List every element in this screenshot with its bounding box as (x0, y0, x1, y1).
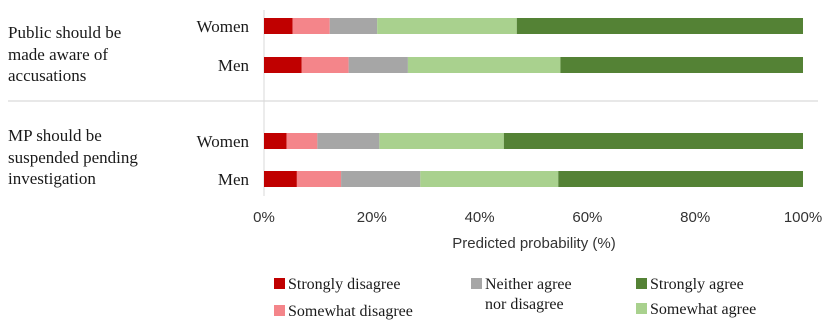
bar-segment (407, 57, 561, 73)
group-labels: Public should be made aware of accusations… (8, 23, 138, 188)
bar-segment (516, 18, 803, 34)
bar-segment (558, 171, 803, 187)
bar-segment (377, 18, 517, 34)
group-label-line: Public should be (8, 23, 121, 42)
x-tick-label: 20% (357, 209, 387, 226)
bar-segment (264, 57, 302, 73)
legend: Strongly disagree Somewhat disagree Neithe… (274, 276, 756, 320)
bar-segment (560, 57, 803, 73)
bar-segment (301, 57, 349, 73)
bar-segment (264, 18, 293, 34)
bar-segment (286, 133, 318, 149)
x-axis-title: Predicted probability (%) (452, 235, 615, 252)
group-label-line: investigation (8, 169, 96, 188)
bar-segment (420, 171, 559, 187)
legend-swatch (636, 278, 647, 289)
bar-segment (264, 133, 287, 149)
bar-segment (292, 18, 330, 34)
row-label: Men (218, 56, 250, 75)
group-label-line: made aware of (8, 45, 108, 64)
legend-label: Strongly disagree (288, 276, 400, 293)
row-label: Women (197, 17, 250, 36)
group-label-line: suspended pending (8, 148, 138, 167)
group-label-line: MP should be (8, 126, 102, 145)
x-tick-label: 60% (572, 209, 602, 226)
bar-segment (317, 133, 380, 149)
legend-swatch (274, 305, 285, 316)
bar-segment (296, 171, 342, 187)
row-label: Women (197, 132, 250, 151)
bar-segment (379, 133, 504, 149)
legend-label: nor disagree (485, 296, 564, 313)
row-label: Men (218, 170, 250, 189)
x-tick-label: 100% (784, 209, 822, 226)
legend-swatch (636, 303, 647, 314)
group-label-line: accusations (8, 66, 86, 85)
row-labels: Women Men Women Men (197, 17, 250, 189)
x-tick-label: 40% (465, 209, 495, 226)
x-tick-label: 80% (680, 209, 710, 226)
bar-segment (341, 171, 421, 187)
bar-segment (264, 171, 297, 187)
legend-swatch (274, 278, 285, 289)
legend-label: Neither agree (485, 276, 572, 293)
bar-segment (329, 18, 378, 34)
legend-label: Somewhat disagree (288, 303, 413, 320)
x-tick-label: 0% (253, 209, 275, 226)
legend-label: Somewhat agree (650, 301, 756, 318)
bar-segment (503, 133, 803, 149)
legend-swatch (471, 278, 482, 289)
legend-label: Strongly agree (650, 276, 744, 293)
bar-segment (348, 57, 408, 73)
bars (264, 18, 803, 187)
x-axis-ticks: 0% 20% 40% 60% 80% 100% (253, 209, 822, 226)
